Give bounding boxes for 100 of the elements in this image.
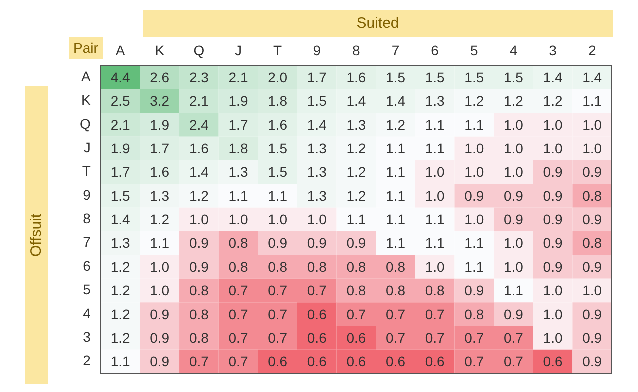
x-tick-label: 9: [313, 42, 322, 58]
data-label: 2.1: [189, 93, 210, 110]
data-label: 1.0: [504, 116, 524, 133]
data-label: 1.1: [228, 188, 248, 204]
x-tick-label: Q: [194, 42, 205, 58]
data-label: 1.1: [464, 235, 484, 252]
data-label: 1.0: [504, 235, 524, 252]
data-label: 1.5: [504, 70, 524, 86]
data-label: 0.6: [386, 354, 406, 370]
data-label: 0.9: [543, 258, 563, 275]
data-label: 1.0: [582, 282, 602, 299]
data-label: 0.9: [189, 258, 210, 275]
data-label: 0.7: [346, 306, 366, 322]
data-label: 0.7: [268, 282, 288, 299]
data-label: 1.1: [425, 212, 446, 228]
data-label: 1.2: [543, 93, 563, 110]
data-label: 1.1: [150, 235, 170, 252]
y-tick-label: Q: [80, 116, 91, 132]
text: Pair: [69, 37, 103, 59]
data-label: 2.5: [110, 93, 130, 110]
data-label: 0.8: [582, 188, 602, 204]
data-label: 1.5: [268, 164, 288, 180]
x-tick-label: A: [116, 42, 126, 58]
data-label: 2.6: [150, 70, 170, 86]
data-label: 1.2: [150, 212, 170, 228]
data-label: 0.9: [543, 164, 563, 180]
data-label: 1.2: [110, 282, 130, 299]
data-label: 0.7: [228, 354, 248, 370]
data-label: 0.7: [386, 330, 406, 346]
data-label: 0.9: [504, 212, 524, 228]
y-tick-label: 6: [83, 258, 92, 274]
data-label: 1.4: [582, 70, 602, 86]
data-label: 1.1: [386, 235, 406, 252]
data-label: 1.1: [464, 116, 484, 133]
x-tick-label: 3: [549, 42, 558, 58]
data-label: 1.3: [425, 93, 446, 110]
data-label: 2.1: [110, 116, 130, 133]
y-tick-label: 5: [83, 282, 92, 298]
data-label: 0.8: [189, 330, 210, 346]
data-label: 1.6: [268, 116, 288, 133]
data-label: 0.7: [307, 282, 328, 299]
data-label: 0.8: [582, 235, 602, 252]
data-label: 0.9: [150, 306, 170, 322]
data-label: 0.8: [307, 258, 328, 275]
data-label: 1.2: [110, 306, 130, 322]
data-label: 0.9: [543, 235, 563, 252]
data-label: 1.0: [543, 330, 563, 346]
data-label: 1.0: [504, 164, 524, 180]
data-label: 1.0: [543, 116, 563, 133]
data-label: 1.5: [110, 188, 130, 204]
y-tick-label: 9: [83, 186, 92, 203]
data-label: 1.1: [386, 140, 406, 157]
x-tick-label: 4: [510, 42, 518, 58]
data-label: 0.6: [346, 354, 366, 370]
data-label: 1.0: [582, 116, 602, 133]
data-label: 0.6: [268, 354, 288, 370]
data-label: 2.3: [189, 70, 210, 86]
data-label: 0.9: [268, 235, 288, 252]
data-label: 1.0: [464, 140, 484, 157]
x-tick-label: 8: [352, 42, 361, 58]
data-label: 1.2: [464, 93, 484, 110]
data-label: 1.3: [307, 140, 328, 157]
data-label: 1.4: [543, 70, 563, 86]
data-label: 0.8: [228, 258, 248, 275]
y-tick-label: 8: [83, 210, 92, 227]
data-label: 0.9: [464, 282, 484, 299]
data-label: 1.3: [346, 116, 366, 133]
data-label: 1.2: [189, 188, 210, 204]
data-label: 0.6: [543, 354, 563, 370]
data-label: 1.1: [464, 258, 484, 275]
data-label: 0.7: [228, 282, 248, 299]
data-label: 0.9: [582, 330, 602, 346]
y-tick-label: 4: [83, 305, 92, 322]
data-label: 1.0: [425, 258, 446, 275]
y-tick-label: A: [82, 68, 92, 84]
x-tick-label: T: [274, 42, 283, 58]
data-label: 1.0: [189, 212, 210, 228]
data-label: 1.0: [307, 212, 328, 228]
y-tick-label: T: [82, 163, 92, 180]
data-label: 1.2: [110, 258, 130, 275]
data-label: 0.7: [228, 330, 248, 346]
data-label: 1.7: [150, 140, 170, 157]
data-label: 1.4: [189, 164, 210, 180]
data-label: 1.3: [150, 188, 170, 204]
data-label: 0.7: [425, 306, 446, 322]
data-label: 1.6: [346, 70, 366, 86]
data-label: 1.0: [425, 164, 446, 180]
data-label: 0.7: [268, 306, 288, 322]
data-label: 1.2: [110, 330, 130, 346]
data-label: 1.1: [425, 235, 446, 252]
data-label: 1.1: [386, 164, 406, 180]
data-label: 1.2: [386, 116, 406, 133]
data-label: 0.9: [582, 306, 602, 322]
data-label: 1.6: [150, 164, 170, 180]
data-label: 1.0: [150, 258, 170, 275]
data-label: 0.7: [268, 330, 288, 346]
data-label: 1.2: [346, 140, 366, 157]
data-label: 0.6: [346, 330, 366, 346]
data-label: 1.9: [150, 116, 170, 133]
y-tick-label: K: [82, 92, 92, 108]
